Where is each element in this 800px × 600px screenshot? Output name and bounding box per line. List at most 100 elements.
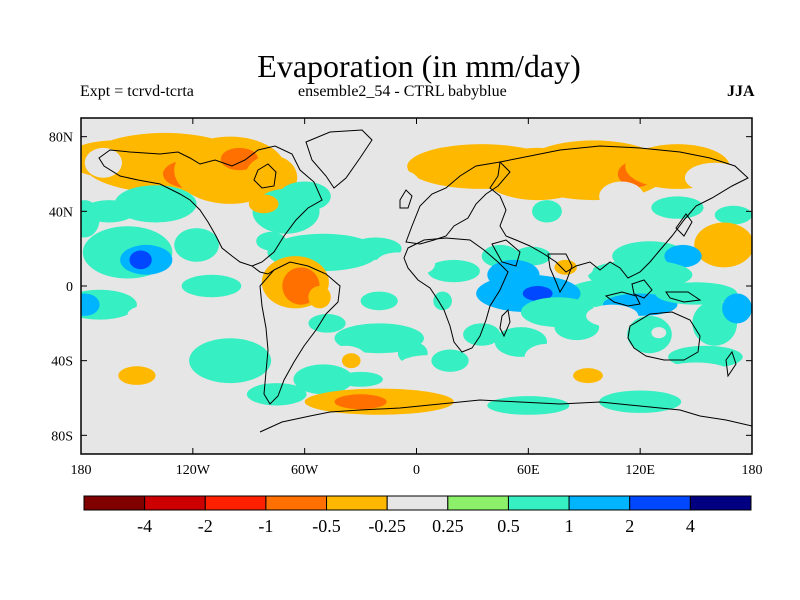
y-tick-label-3: 40S: [51, 355, 73, 370]
anomaly-region-13: [174, 228, 219, 262]
anomaly-region-12: [129, 250, 152, 270]
anomaly-region-80: [524, 343, 570, 370]
anomaly-region-87: [662, 362, 730, 382]
colorbar-swatch-3: [265, 495, 328, 511]
anomaly-region-17: [127, 299, 277, 329]
anomaly-region-77: [554, 314, 600, 341]
india-coast: [547, 253, 573, 294]
north-america-coast: [98, 145, 323, 267]
anomaly-region-81: [586, 304, 639, 328]
arabia-coast: [491, 239, 521, 267]
colorbar-label-4: -0.25: [368, 516, 406, 536]
colorbar-swatch-2: [204, 495, 267, 511]
x-tick-label-4: 60E: [517, 463, 540, 478]
anomaly-region-43: [334, 394, 387, 410]
anomaly-region-90: [431, 349, 469, 372]
colorbar-label-6: 0.5: [497, 516, 520, 536]
colorbar-label-5: 0.25: [432, 516, 464, 536]
madagascar-coast: [499, 308, 511, 338]
experiment-label: Expt = tcrvd-tcrta: [80, 83, 194, 100]
anomaly-region-57: [621, 224, 659, 244]
anomaly-region-52: [599, 181, 644, 212]
anomaly-region-94: [403, 224, 426, 244]
colorbar-swatch-8: [568, 495, 631, 511]
chart-title: Evaporation (in mm/day): [257, 48, 581, 84]
anomaly-region-54: [651, 196, 704, 219]
anomaly-region-37: [360, 291, 398, 311]
anomaly-region-16: [181, 274, 242, 298]
anomaly-region-95: [412, 254, 436, 273]
hudson-bay-coast: [253, 163, 277, 189]
indonesia-coast: [604, 291, 641, 307]
anomaly-region-9: [114, 185, 197, 223]
anomaly-region-40: [341, 353, 361, 369]
europe-coast: [405, 161, 511, 245]
colorbar-swatch-7: [507, 495, 570, 511]
colorbar-swatch-5: [386, 495, 449, 511]
anomaly-region-33: [308, 286, 331, 309]
anomaly-region-60: [664, 244, 702, 268]
x-tick-label-5: 120E: [625, 463, 655, 478]
colorbar-swatch-6: [447, 495, 509, 511]
anomaly-region-66: [722, 293, 752, 324]
antarctica-coast: [259, 399, 752, 433]
anomaly-region-35: [308, 314, 346, 333]
anomaly-region-93: [487, 396, 570, 415]
anomaly-region-96: [433, 291, 452, 311]
anomaly-region-92: [599, 390, 682, 413]
asia-coast: [489, 145, 749, 279]
colorbar-swatch-10: [689, 495, 752, 511]
new-zealand-coast: [725, 350, 737, 378]
season-label: JJA: [727, 83, 755, 100]
anomaly-region-51: [382, 170, 421, 201]
africa-coast: [403, 237, 509, 353]
y-tick-label-1: 40N: [49, 205, 73, 220]
south-america-coast: [259, 261, 341, 405]
anomaly-region-50: [684, 162, 745, 193]
anomaly-region-41: [293, 364, 354, 395]
anomaly-region-38: [334, 323, 424, 354]
anomaly-region-97: [338, 371, 383, 387]
anomaly-region-56: [694, 222, 752, 268]
anomaly-region-82: [627, 315, 672, 354]
y-tick-label-2: 0: [66, 280, 73, 295]
x-tick-label-1: 120W: [176, 463, 211, 478]
anomaly-regions: [81, 132, 752, 425]
borneo-coast: [631, 279, 653, 299]
anomaly-region-26: [248, 194, 279, 214]
anomaly-region-20: [118, 366, 156, 385]
anomaly-region-6: [84, 147, 123, 178]
australia-coast: [627, 311, 701, 361]
anomaly-region-15: [81, 293, 100, 316]
anomaly-region-79: [463, 323, 501, 346]
colorbar-swatch-1: [144, 495, 206, 511]
anomaly-region-25: [278, 181, 331, 212]
colorbar: -4 -2 -1 -0.5 -0.25 0.25 0.5 1 2 4: [83, 495, 752, 536]
anomaly-region-58: [658, 224, 697, 244]
colorbar-label-3: -0.5: [312, 516, 341, 536]
y-tick-label-0: 80N: [49, 131, 73, 146]
anomaly-region-75: [522, 286, 553, 301]
colorbar-label-7: 1: [565, 516, 574, 536]
british-isles-coast: [399, 189, 413, 209]
anomaly-region-22: [107, 401, 205, 425]
coastlines: [98, 129, 752, 433]
colorbar-swatch-9: [629, 495, 691, 511]
anomaly-region-70: [435, 213, 473, 232]
anomaly-region-23: [103, 297, 134, 313]
colorbar-swatch-4: [326, 495, 388, 511]
x-tick-label-6: 180: [742, 463, 763, 478]
x-tick-label-0: 180: [71, 463, 92, 478]
colorbar-label-2: -1: [258, 516, 273, 536]
colorbar-label-1: -2: [198, 516, 213, 536]
anomaly-region-44: [246, 383, 307, 406]
y-axis-ticks: 80N 40N 0 40S 80S: [49, 131, 752, 444]
central-america-coast: [251, 265, 275, 275]
colorbar-swatch-0: [83, 495, 146, 511]
x-tick-label-3: 0: [413, 463, 420, 478]
colorbar-label-0: -4: [137, 516, 152, 536]
x-tick-label-2: 60W: [291, 463, 319, 478]
anomaly-region-55: [714, 205, 752, 225]
anomaly-region-30: [256, 231, 287, 251]
